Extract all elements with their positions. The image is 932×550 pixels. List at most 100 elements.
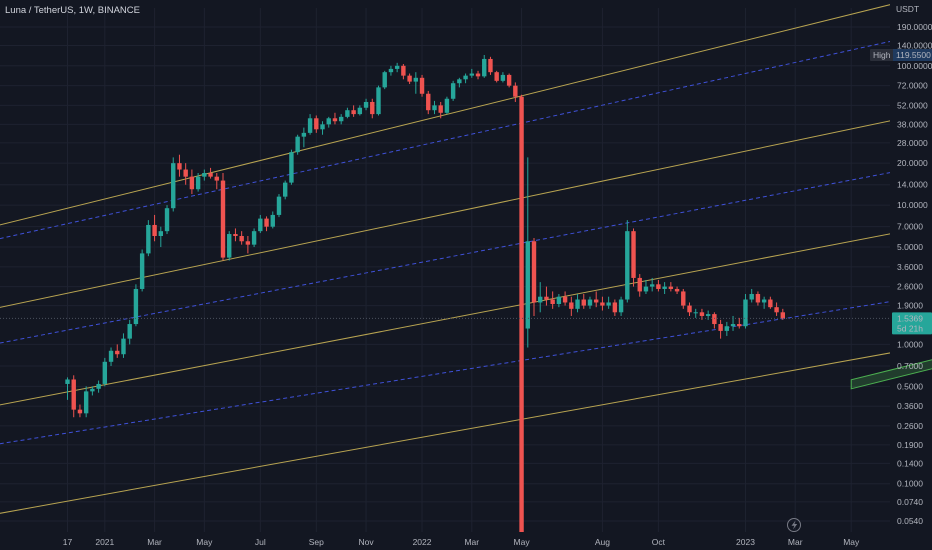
candle[interactable]: [581, 294, 586, 309]
candle[interactable]: [724, 321, 730, 336]
candle[interactable]: [357, 105, 363, 116]
candle[interactable]: [513, 82, 518, 102]
candle[interactable]: [687, 302, 692, 316]
candle[interactable]: [115, 344, 120, 358]
candle[interactable]: [314, 115, 319, 133]
candle[interactable]: [65, 377, 70, 400]
candle[interactable]: [233, 228, 238, 242]
candle[interactable]: [544, 286, 549, 306]
candle[interactable]: [183, 163, 188, 185]
candle[interactable]: [674, 286, 680, 295]
candle[interactable]: [444, 96, 450, 115]
candle[interactable]: [575, 294, 580, 313]
candle[interactable]: [258, 214, 263, 234]
candle[interactable]: [457, 77, 462, 88]
candle[interactable]: [774, 302, 779, 316]
candle[interactable]: [121, 333, 126, 358]
candle[interactable]: [525, 157, 530, 348]
candle[interactable]: [606, 296, 611, 309]
candle[interactable]: [158, 226, 163, 248]
candle[interactable]: [488, 56, 493, 75]
candle[interactable]: [338, 114, 344, 125]
candle[interactable]: [612, 299, 618, 316]
candle[interactable]: [438, 101, 443, 119]
candle[interactable]: [108, 347, 114, 366]
candle[interactable]: [755, 291, 761, 306]
candle[interactable]: [450, 80, 456, 101]
candle[interactable]: [432, 100, 437, 115]
time-axis[interactable]: 17 2021 Mar May Jul Sep Nov 2022 Mar May Aug Oct 202…: [63, 537, 860, 547]
candle[interactable]: [401, 64, 406, 80]
candle[interactable]: [394, 62, 400, 73]
candle[interactable]: [550, 291, 555, 309]
candle[interactable]: [214, 173, 219, 190]
candle[interactable]: [587, 296, 593, 309]
candle[interactable]: [283, 180, 288, 200]
lightning-icon[interactable]: [787, 518, 801, 532]
candle[interactable]: [419, 74, 425, 97]
candle[interactable]: [195, 173, 201, 192]
candle[interactable]: [208, 167, 213, 179]
candle[interactable]: [469, 68, 474, 78]
candles[interactable]: [65, 55, 785, 537]
candle[interactable]: [370, 98, 375, 119]
candle[interactable]: [276, 194, 282, 218]
candle[interactable]: [637, 274, 642, 297]
candle[interactable]: [295, 134, 300, 155]
candle[interactable]: [482, 55, 487, 78]
candle[interactable]: [289, 149, 294, 185]
candle[interactable]: [71, 375, 76, 418]
candle[interactable]: [83, 386, 89, 418]
candle[interactable]: [413, 72, 419, 94]
candle[interactable]: [307, 114, 313, 135]
candle[interactable]: [227, 231, 232, 261]
candle[interactable]: [562, 291, 568, 306]
candle[interactable]: [332, 112, 338, 125]
candle[interactable]: [594, 291, 599, 308]
price-axis[interactable]: 190.0000 140.0000 100.0000 72.0000 52.0000 38…: [0, 22, 932, 526]
candle[interactable]: [426, 90, 431, 115]
candle[interactable]: [270, 211, 275, 229]
candle[interactable]: [569, 296, 574, 316]
candle[interactable]: [600, 296, 605, 311]
candle[interactable]: [202, 169, 207, 181]
candle[interactable]: [463, 73, 468, 84]
candle[interactable]: [177, 154, 182, 177]
candle[interactable]: [146, 220, 151, 257]
candle[interactable]: [737, 317, 742, 329]
candle[interactable]: [239, 231, 244, 245]
candle[interactable]: [407, 73, 412, 85]
candle[interactable]: [245, 236, 251, 254]
candle[interactable]: [102, 357, 108, 387]
candle[interactable]: [712, 312, 717, 329]
candle[interactable]: [662, 282, 667, 295]
candle[interactable]: [749, 288, 754, 303]
candle[interactable]: [618, 296, 624, 316]
candle[interactable]: [220, 173, 226, 261]
candle[interactable]: [768, 296, 773, 309]
candle[interactable]: [152, 214, 157, 242]
candle[interactable]: [643, 279, 649, 295]
candle[interactable]: [631, 228, 636, 287]
candle[interactable]: [363, 98, 369, 111]
candle[interactable]: [718, 319, 723, 339]
candle[interactable]: [90, 386, 95, 396]
candle[interactable]: [538, 282, 543, 313]
candle[interactable]: [519, 94, 524, 537]
candle[interactable]: [500, 72, 506, 83]
candle[interactable]: [743, 294, 748, 329]
candle[interactable]: [531, 238, 537, 316]
candle[interactable]: [164, 205, 170, 235]
candle[interactable]: [693, 308, 698, 318]
candle[interactable]: [77, 404, 83, 418]
candle[interactable]: [301, 127, 307, 148]
candle[interactable]: [556, 294, 562, 308]
candle[interactable]: [133, 284, 139, 327]
candle[interactable]: [494, 70, 499, 83]
candle[interactable]: [127, 319, 132, 345]
candle[interactable]: [320, 121, 325, 135]
candle[interactable]: [649, 277, 655, 292]
candle[interactable]: [699, 308, 705, 320]
candle[interactable]: [189, 169, 195, 195]
